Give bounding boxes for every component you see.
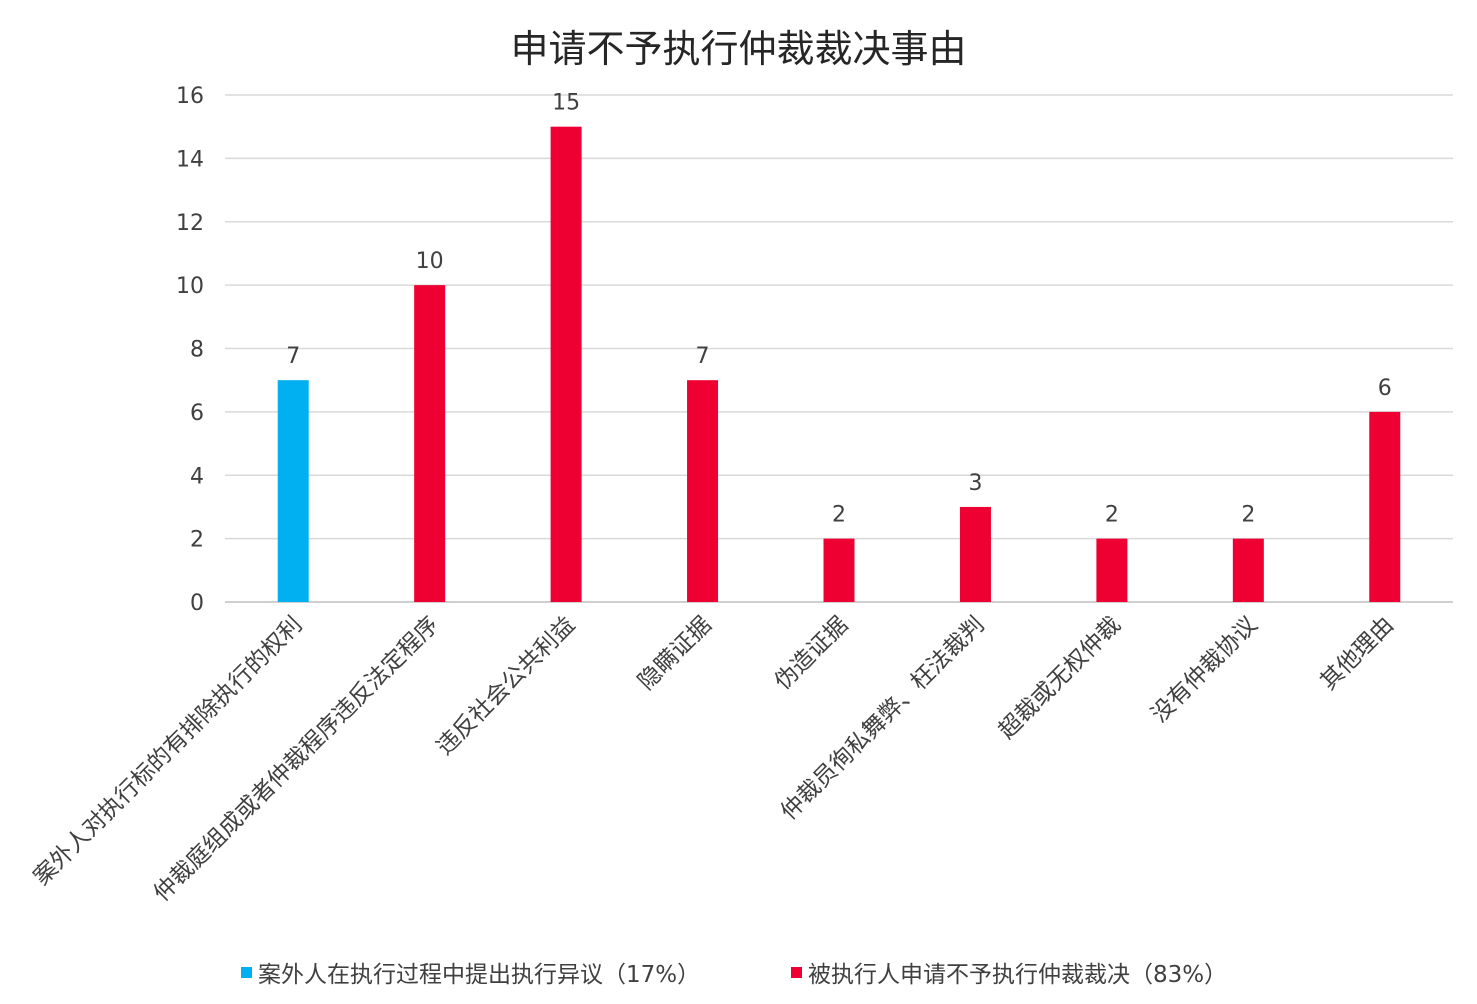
legend-label: 案外人在执行过程中提出执行异议（17%） bbox=[258, 962, 701, 988]
y-tick-label: 8 bbox=[190, 338, 204, 363]
bar-6 bbox=[1096, 538, 1128, 602]
legend-swatch-blue bbox=[241, 966, 252, 978]
chart-title: 申请不予执行仲裁裁决事由 bbox=[510, 27, 967, 71]
category-label-7: 没有仲裁协议 bbox=[1147, 612, 1263, 728]
data-label-4: 2 bbox=[832, 503, 846, 528]
bar-chart: 0 2 4 6 8 10 12 14 16 7 10 15 7 2 3 2 2 6 案外人对执行标的有排除执行的… bbox=[29, 84, 1453, 907]
legend-item-third-party-objection: 案外人在执行过程中提出执行异议（17%） bbox=[241, 955, 700, 989]
y-tick-label: 2 bbox=[190, 528, 204, 553]
data-label-5: 3 bbox=[968, 471, 982, 496]
legend-swatch-red bbox=[791, 966, 802, 978]
bar-4 bbox=[823, 538, 855, 602]
category-labels: 案外人对执行标的有排除执行的权利仲裁庭组成或者仲裁程序违反法定程序违反社会公共利… bbox=[29, 612, 1399, 907]
legend: 案外人在执行过程中提出执行异议（17%） 被执行人申请不予执行仲裁裁决（83%） bbox=[0, 955, 1477, 991]
data-label-7: 2 bbox=[1241, 503, 1255, 528]
data-labels: 7 10 15 7 2 3 2 2 6 bbox=[286, 91, 1392, 528]
y-axis-ticks: 0 2 4 6 8 10 12 14 16 bbox=[176, 84, 204, 616]
data-label-1: 10 bbox=[416, 249, 444, 274]
y-tick-label: 16 bbox=[176, 84, 204, 109]
category-label-1: 仲裁庭组成或者仲裁程序违反法定程序 bbox=[149, 612, 444, 907]
data-label-6: 2 bbox=[1105, 503, 1119, 528]
category-label-0: 案外人对执行标的有排除执行的权利 bbox=[29, 612, 308, 891]
category-label-8: 其他理由 bbox=[1316, 612, 1399, 695]
category-label-4: 伪造证据 bbox=[770, 612, 853, 695]
y-tick-label: 6 bbox=[190, 401, 204, 426]
bar-3 bbox=[687, 380, 719, 602]
data-label-2: 15 bbox=[552, 91, 580, 116]
data-label-3: 7 bbox=[696, 344, 710, 369]
y-tick-label: 4 bbox=[190, 464, 204, 489]
bar-2 bbox=[550, 126, 582, 602]
bars bbox=[277, 126, 1401, 602]
bar-7 bbox=[1232, 538, 1264, 602]
category-label-2: 违反社会公共利益 bbox=[432, 612, 580, 760]
bar-1 bbox=[414, 285, 446, 602]
data-label-0: 7 bbox=[286, 344, 300, 369]
y-tick-label: 10 bbox=[176, 274, 204, 299]
bar-5 bbox=[959, 506, 991, 602]
y-tick-label: 14 bbox=[176, 147, 204, 172]
legend-item-respondent-application: 被执行人申请不予执行仲裁裁决（83%） bbox=[791, 955, 1227, 989]
bar-0 bbox=[277, 380, 309, 602]
data-label-8: 6 bbox=[1378, 376, 1392, 401]
y-tick-label: 12 bbox=[176, 211, 204, 236]
category-label-6: 超裁或无权仲裁 bbox=[994, 612, 1126, 744]
category-label-3: 隐瞒证据 bbox=[633, 612, 716, 695]
legend-label: 被执行人申请不予执行仲裁裁决（83%） bbox=[808, 962, 1228, 988]
y-tick-label: 0 bbox=[190, 591, 204, 616]
bar-8 bbox=[1369, 411, 1401, 602]
